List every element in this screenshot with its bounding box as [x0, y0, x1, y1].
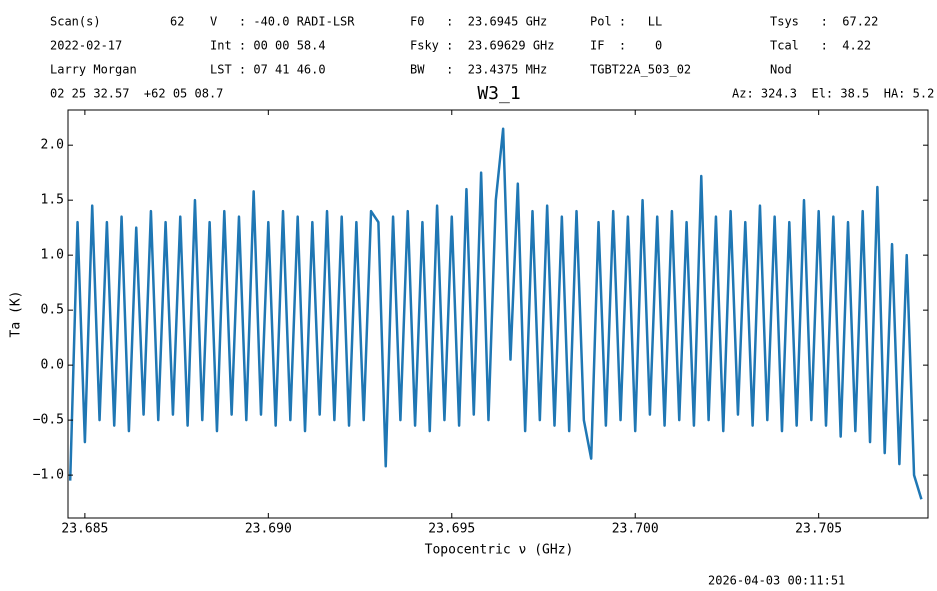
header-field: Pol : LL: [590, 15, 662, 29]
header-field: Scan(s): [50, 15, 101, 29]
timestamp: 2026-04-03 00:11:51: [708, 574, 845, 588]
header-field: 2022-02-17: [50, 39, 122, 53]
header-field: LST : 07 41 46.0: [210, 63, 326, 77]
spectrum-line: [68, 127, 923, 500]
x-tick-label: 23.700: [612, 522, 659, 537]
y-tick-label: 0.5: [41, 303, 64, 318]
header-field: Tcal : 4.22: [770, 39, 871, 53]
plot-frame: [67, 109, 929, 519]
header-field: BW : 23.4375 MHz: [410, 63, 547, 77]
header-field: Larry Morgan: [50, 63, 137, 77]
y-tick-label: −1.0: [33, 468, 64, 483]
header-field: Fsky : 23.69629 GHz: [410, 39, 555, 53]
header-field: F0 : 23.6945 GHz: [410, 15, 547, 29]
y-tick-label: 0.0: [41, 358, 64, 373]
header-field: 62: [170, 15, 184, 29]
header-field: Az: 324.3 El: 38.5 HA: 5.2: [732, 87, 934, 101]
header-field: 02 25 32.57 +62 05 08.7: [50, 87, 223, 101]
x-tick-label: 23.695: [428, 522, 475, 537]
x-tick-label: 23.685: [61, 522, 108, 537]
y-tick-label: 2.0: [41, 138, 64, 153]
y-axis-label: Ta (K): [9, 291, 24, 338]
header-field: Tsys : 67.22: [770, 15, 878, 29]
header-field: V : -40.0 RADI-LSR: [210, 15, 355, 29]
y-tick-label: 1.0: [41, 248, 64, 263]
header-field: TGBT22A_503_02: [590, 63, 691, 77]
x-tick-label: 23.690: [245, 522, 292, 537]
header-field: Int : 00 00 58.4: [210, 39, 326, 53]
chart-title: W3_1: [477, 83, 520, 104]
x-tick-label: 23.705: [795, 522, 842, 537]
header-field: Nod: [770, 63, 792, 77]
y-tick-label: 1.5: [41, 193, 64, 208]
x-axis-label: Topocentric ν (GHz): [425, 543, 574, 558]
y-tick-label: −0.5: [33, 413, 64, 428]
header-field: IF : 0: [590, 39, 662, 53]
